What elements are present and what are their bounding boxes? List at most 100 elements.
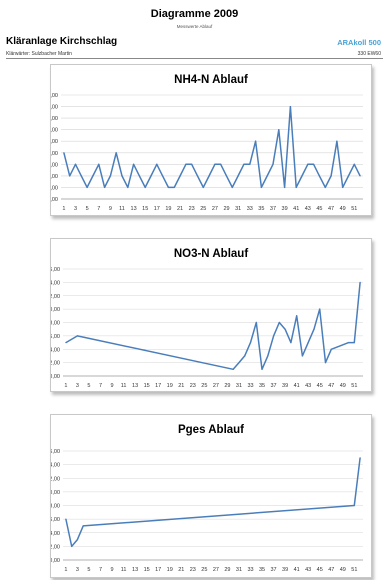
x-tick-label: 47 — [328, 206, 334, 212]
x-tick-label: 35 — [258, 206, 264, 212]
series-line-no3 — [65, 282, 361, 371]
x-tick-label: 17 — [155, 383, 161, 389]
brand-logo: ARAkoll 500 — [337, 38, 381, 47]
y-tick-label: 4,00 — [51, 151, 58, 157]
data-point — [347, 341, 350, 344]
x-tick-label: 49 — [340, 383, 346, 389]
y-tick-label: 2,00 — [51, 174, 58, 180]
header-rule — [6, 58, 383, 59]
x-tick-label: 9 — [111, 567, 114, 573]
x-tick-label: 15 — [142, 206, 148, 212]
x-tick-label: 39 — [282, 383, 288, 389]
x-tick-label: 3 — [74, 206, 77, 212]
data-point — [295, 186, 297, 189]
chart-panel-nh4: NH4-N Ablauf 0,00 1,00 2,00 3,00 4,00 5,00 6,00… — [50, 64, 372, 216]
y-tick-label: 6,00 — [51, 334, 60, 340]
data-point — [150, 175, 152, 177]
data-point — [191, 163, 193, 165]
x-tick-label: 23 — [190, 567, 196, 573]
data-point — [65, 518, 67, 520]
x-tick-label: 3 — [76, 383, 79, 389]
x-tick-label: 1 — [64, 383, 67, 389]
data-point — [202, 186, 204, 189]
y-tick-label: 0,00 — [51, 197, 58, 203]
y-tick-label: 12,00 — [51, 294, 60, 300]
data-point — [313, 328, 315, 330]
x-tick-label: 33 — [247, 383, 253, 389]
data-point — [69, 175, 71, 177]
x-tick-label: 51 — [351, 206, 357, 212]
x-tick-label: 29 — [223, 206, 229, 212]
chart-title-pges: Pges Ablauf — [178, 424, 244, 436]
data-point — [290, 341, 292, 344]
plant-name: Kläranlage Kirchschlag — [6, 36, 118, 47]
y-tick-label: 16,00 — [51, 267, 60, 273]
y-tick-label: 2,00 — [51, 544, 60, 550]
data-point — [127, 186, 129, 189]
x-tick-label: 37 — [271, 567, 277, 573]
chart-panel-pges: Pges Ablauf 0,00 2,00 4,00 6,00 8,00 10,00 12,0… — [50, 414, 372, 578]
data-point — [278, 129, 280, 131]
data-point — [249, 163, 251, 165]
x-tick-label: 5 — [86, 206, 89, 212]
x-tick-label: 39 — [282, 567, 288, 573]
data-point — [261, 368, 263, 370]
data-point — [330, 348, 332, 350]
x-tick-label: 27 — [213, 383, 219, 389]
x-tick-label: 17 — [154, 206, 160, 212]
x-tick-label: 35 — [259, 567, 265, 573]
data-point — [324, 362, 327, 364]
data-point — [71, 545, 73, 547]
series-line-pges — [65, 457, 361, 548]
data-point — [342, 186, 344, 189]
x-tick-label: 33 — [247, 206, 253, 212]
x-tick-label: 19 — [165, 206, 171, 212]
data-point — [76, 538, 79, 541]
data-point — [244, 355, 246, 357]
data-point — [359, 175, 361, 177]
data-point — [162, 175, 164, 177]
y-tick-label: 5,00 — [51, 139, 58, 145]
x-tick-label: 43 — [305, 383, 311, 389]
document-subtitle: Messwerte Ablauf — [176, 24, 213, 29]
data-point — [220, 163, 222, 165]
x-tick-label: 29 — [224, 383, 230, 389]
x-tick-label: 49 — [340, 206, 346, 212]
y-tick-label: 7,00 — [51, 116, 58, 122]
data-point — [307, 341, 309, 344]
data-point — [167, 186, 170, 189]
x-tick-label: 35 — [259, 383, 265, 389]
x-tick-label: 29 — [224, 567, 230, 573]
data-point — [272, 163, 274, 165]
data-point — [336, 140, 338, 142]
x-tick-label: 23 — [190, 383, 196, 389]
data-point — [353, 163, 355, 165]
x-tick-label: 5 — [87, 383, 90, 389]
data-point — [86, 186, 88, 189]
x-tick-label: 15 — [144, 567, 150, 573]
series-line-nh4 — [63, 105, 361, 189]
data-point — [319, 308, 321, 310]
data-point — [260, 186, 262, 189]
x-tick-label: 31 — [236, 567, 242, 573]
y-tick-label: 14,00 — [51, 463, 60, 469]
data-point — [80, 175, 82, 177]
data-point — [296, 315, 298, 317]
data-point — [208, 175, 210, 177]
x-tick-label: 9 — [109, 206, 112, 212]
x-tick-label: 41 — [293, 206, 299, 212]
data-point — [92, 175, 94, 177]
data-point — [359, 457, 361, 459]
data-point — [267, 355, 269, 357]
x-tick-label: 11 — [119, 206, 125, 212]
data-point — [255, 321, 257, 324]
y-tick-label: 4,00 — [51, 531, 60, 537]
data-point — [173, 186, 175, 189]
y-tick-label: 8,00 — [51, 105, 58, 111]
x-tick-label: 21 — [177, 206, 183, 212]
x-tick-label: 49 — [340, 567, 346, 573]
data-point — [225, 175, 228, 177]
data-point — [63, 152, 65, 154]
data-point — [307, 163, 309, 165]
data-point — [232, 368, 234, 370]
